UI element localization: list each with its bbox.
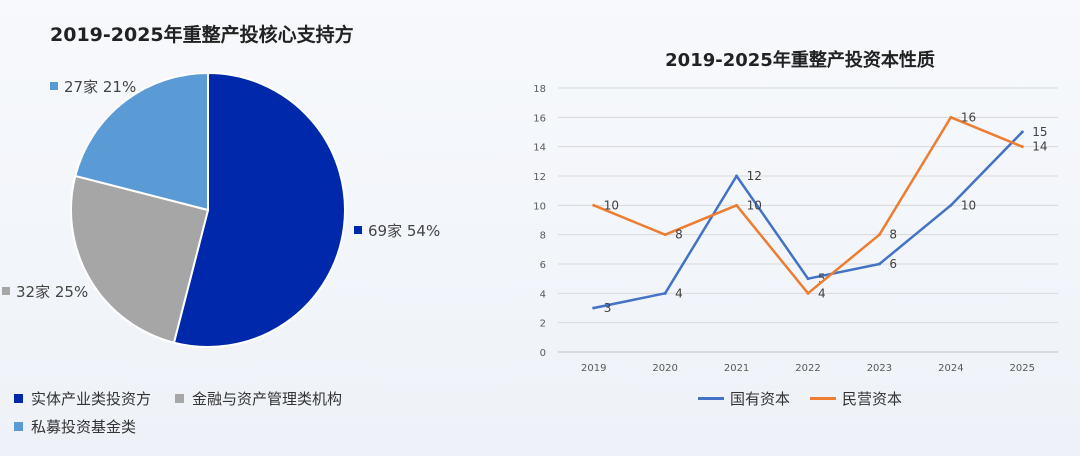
- legend-swatch-industrial: [14, 393, 23, 403]
- legend-label-state: 国有资本: [729, 390, 790, 408]
- data-label-private-2023: 8: [889, 228, 897, 242]
- legend-line-private: [810, 397, 836, 400]
- pie-label-text-financial: 32家 25%: [16, 283, 88, 301]
- y-tick-label-16: 16: [533, 113, 546, 124]
- pie-chart: 69家 54% 32家 25% 27家 21%: [2, 71, 440, 348]
- y-tick-label-12: 12: [533, 172, 546, 183]
- pie-chart-title: 2019-2025年重整产投核心支持方: [50, 24, 354, 46]
- x-tick-label-2024: 2024: [938, 363, 963, 374]
- legend-item-state[interactable]: 国有资本: [697, 388, 790, 409]
- line-chart-title: 2019-2025年重整产投资本性质: [665, 50, 935, 71]
- data-label-private-2019: 10: [604, 198, 619, 212]
- data-label-private-2022: 4: [818, 286, 826, 300]
- x-tick-label-2019: 2019: [581, 363, 606, 374]
- data-label-state-2024: 10: [961, 198, 976, 212]
- pie-label-text-industrial: 69家 54%: [368, 222, 440, 240]
- y-tick-label-8: 8: [540, 231, 546, 242]
- data-point-private-2023[interactable]: [877, 233, 881, 237]
- series-line-state[interactable]: [593, 131, 1024, 310]
- y-tick-label-14: 14: [533, 143, 546, 154]
- pie-label-marker-pe-fund: [50, 82, 58, 90]
- data-label-state-2021: 12: [747, 169, 762, 183]
- data-label-state-2022: 5: [818, 272, 826, 286]
- data-point-state-2025[interactable]: [1020, 130, 1024, 134]
- legend-label-industrial: 实体产业类投资方: [31, 389, 152, 408]
- line-legend: 国有资本 民营资本: [520, 388, 1080, 409]
- pie-label-marker-industrial: [354, 226, 362, 234]
- data-label-state-2020: 4: [675, 286, 683, 300]
- y-tick-label-0: 0: [540, 348, 546, 359]
- y-tick-label-4: 4: [540, 289, 546, 300]
- data-point-state-2023[interactable]: [877, 262, 881, 266]
- pie-slice-industrial[interactable]: [172, 71, 346, 348]
- legend-label-financial: 金融与资产管理类机构: [192, 389, 343, 408]
- x-tick-label-2025: 2025: [1010, 363, 1035, 374]
- data-point-private-2020[interactable]: [663, 233, 667, 237]
- data-point-private-2022[interactable]: [806, 291, 810, 295]
- data-point-private-2019[interactable]: [592, 203, 596, 207]
- pie-legend: 实体产业类投资方 金融与资产管理类机构 私募投资基金类: [14, 384, 366, 440]
- data-point-state-2024[interactable]: [949, 203, 953, 207]
- data-label-state-2019: 3: [604, 301, 612, 315]
- data-point-state-2020[interactable]: [663, 291, 667, 295]
- data-point-state-2022[interactable]: [806, 277, 810, 281]
- pie-slice-financial[interactable]: [70, 174, 210, 344]
- pie-data-label-industrial: 69家 54%: [354, 222, 440, 240]
- legend-item-pe-fund[interactable]: 私募投资基金类: [14, 416, 136, 437]
- data-label-state-2025: 15: [1032, 125, 1047, 139]
- x-tick-label-2021: 2021: [724, 363, 749, 374]
- x-tick-label-2023: 2023: [867, 363, 892, 374]
- legend-label-pe-fund: 私募投资基金类: [31, 417, 137, 436]
- y-tick-label-10: 10: [533, 201, 546, 212]
- y-tick-label-18: 18: [533, 84, 546, 95]
- pie-label-text-pe-fund: 27家 21%: [64, 78, 136, 96]
- pie-chart-panel: 2019-2025年重整产投核心支持方 69家 54% 32家 25% 27家 21…: [0, 0, 520, 456]
- legend-item-private[interactable]: 民营资本: [810, 388, 902, 409]
- line-chart: 0 2 4 6 8 10 12 14 16 18 2019 2020 2021 2022 2023 2024 2…: [533, 84, 1058, 374]
- legend-label-private: 民营资本: [842, 390, 903, 408]
- data-label-private-2024: 16: [961, 110, 976, 124]
- data-label-private-2020: 8: [675, 228, 683, 242]
- legend-swatch-pe-fund: [14, 421, 23, 431]
- x-tick-label-2020: 2020: [652, 363, 677, 374]
- data-point-private-2025[interactable]: [1020, 145, 1024, 149]
- y-tick-label-2: 2: [540, 319, 546, 330]
- line-chart-panel: 2019-2025年重整产投资本性质 0 2 4 6 8 10 12 14 16 18 2019 20…: [520, 0, 1080, 456]
- legend-line-state: [697, 397, 724, 400]
- legend-swatch-financial: [175, 393, 185, 403]
- x-tick-label-2022: 2022: [795, 363, 820, 374]
- legend-item-industrial[interactable]: 实体产业类投资方: [14, 388, 151, 409]
- data-label-state-2023: 6: [889, 257, 897, 271]
- data-point-state-2019[interactable]: [592, 306, 596, 310]
- pie-data-label-pe-fund: 27家 21%: [50, 78, 136, 96]
- pie-label-marker-financial: [2, 287, 10, 295]
- data-point-private-2024[interactable]: [949, 115, 953, 119]
- pie-data-label-financial: 32家 25%: [2, 283, 88, 301]
- legend-item-financial[interactable]: 金融与资产管理类机构: [175, 388, 342, 409]
- data-label-private-2025: 14: [1032, 140, 1047, 154]
- pie-slice-pe-fund[interactable]: [74, 71, 209, 212]
- y-tick-label-6: 6: [540, 260, 546, 271]
- data-point-state-2021[interactable]: [735, 174, 739, 178]
- data-label-private-2021: 10: [747, 198, 762, 212]
- data-point-private-2021[interactable]: [735, 203, 739, 207]
